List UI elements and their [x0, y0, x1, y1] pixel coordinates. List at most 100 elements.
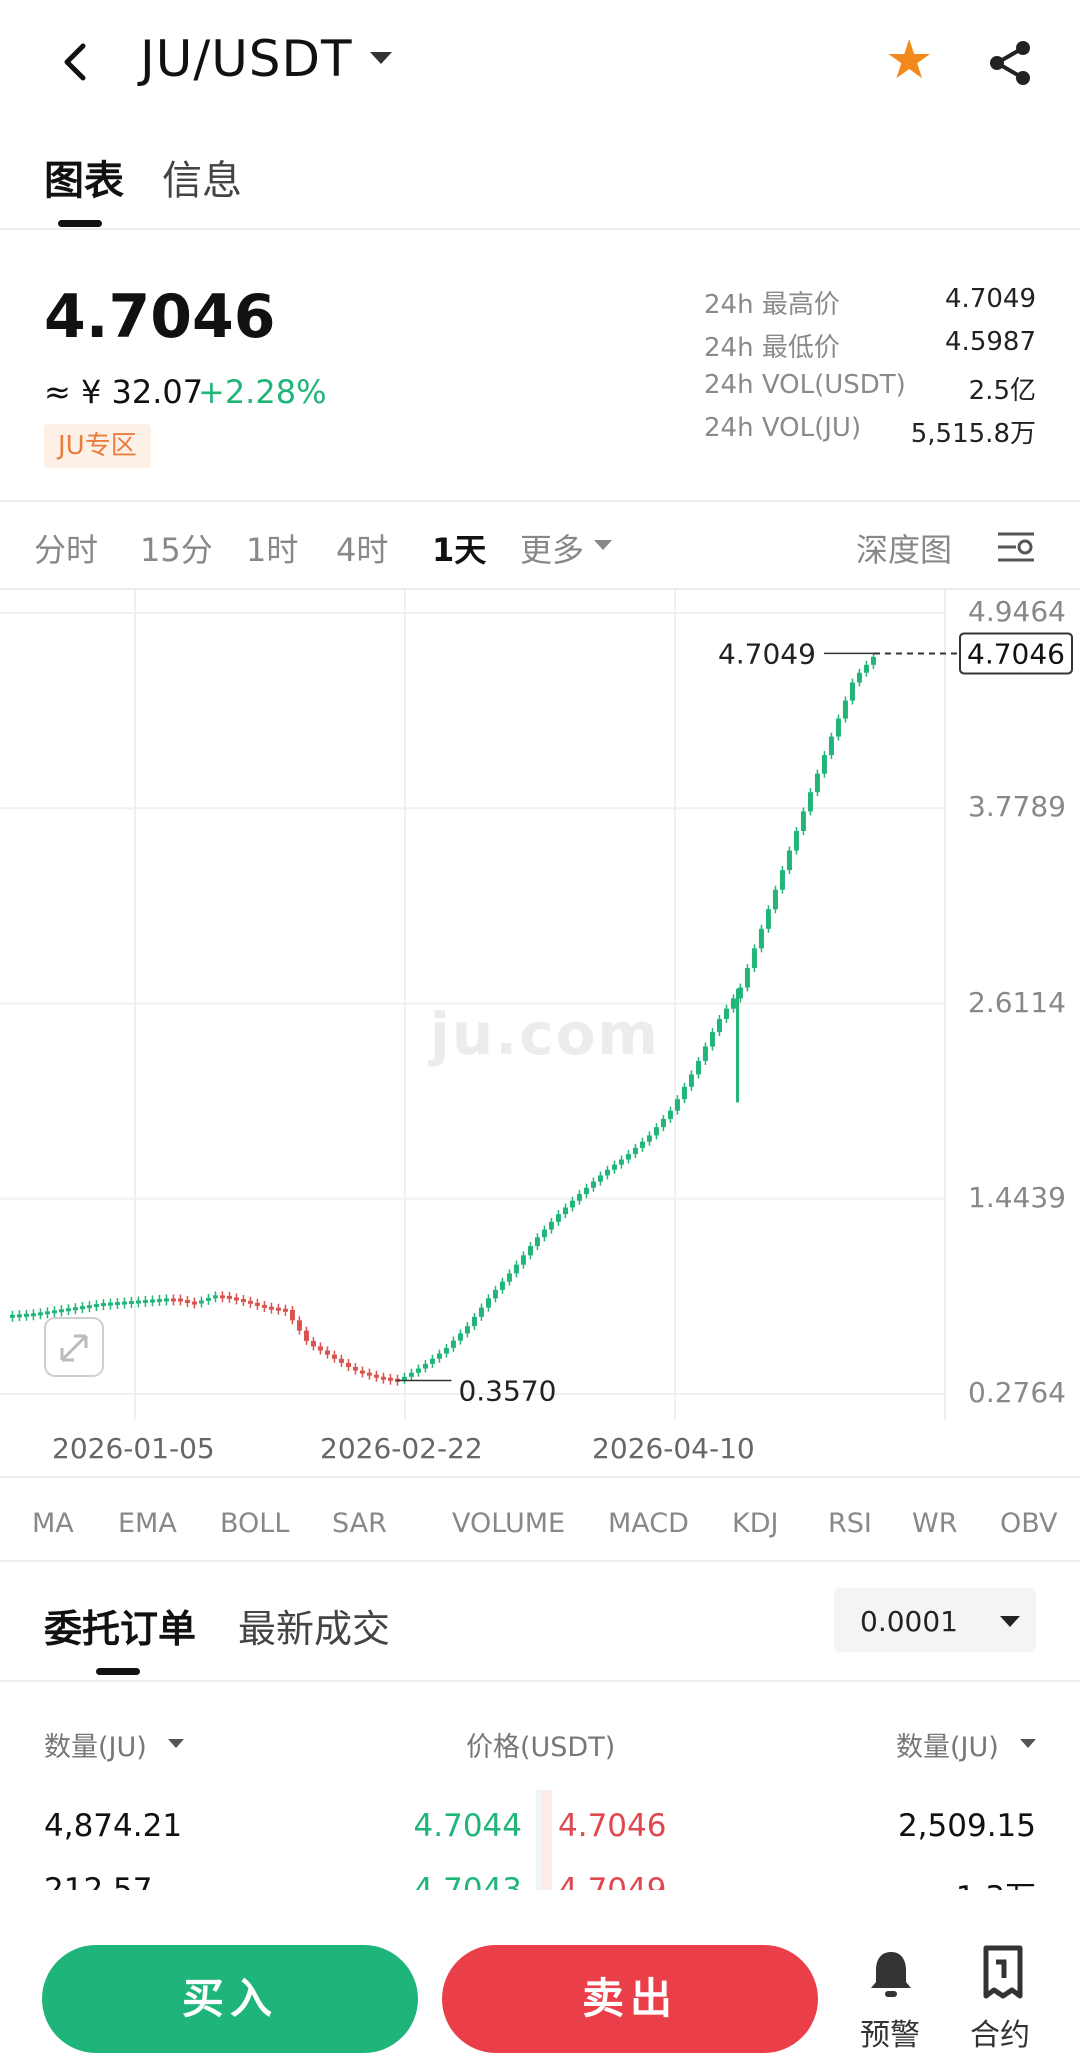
candle	[646, 1135, 652, 1142]
candle	[611, 1164, 617, 1170]
indicator-ma[interactable]: MA	[32, 1508, 74, 1539]
precision-value[interactable]: 0.0001	[860, 1605, 958, 1638]
candle	[408, 1372, 414, 1377]
candle	[464, 1326, 470, 1334]
candle	[352, 1367, 358, 1371]
ask-qty-header[interactable]: 数量(JU)	[896, 1732, 999, 1763]
candle	[674, 1099, 680, 1111]
indicator-kdj[interactable]: KDJ	[732, 1508, 779, 1539]
zone-tag[interactable]: JU专区	[44, 424, 151, 468]
candle	[765, 909, 771, 929]
bid-qty-header[interactable]: 数量(JU)	[44, 1732, 147, 1763]
indicator-rsi[interactable]: RSI	[828, 1508, 872, 1539]
sell-button[interactable]: 卖出	[442, 1945, 818, 2053]
candle	[681, 1086, 687, 1100]
chart-grid	[0, 590, 946, 1420]
candle	[702, 1046, 708, 1061]
candle	[625, 1154, 631, 1160]
candle	[114, 1302, 120, 1306]
cny-price: ≈ ¥ 32.07	[44, 373, 204, 411]
y-tick-label: 3.7789	[968, 790, 1066, 824]
indicator-ema[interactable]: EMA	[118, 1508, 177, 1539]
candle	[9, 1314, 15, 1318]
candle	[695, 1060, 701, 1075]
candle	[23, 1313, 29, 1317]
more-caret-icon[interactable]	[594, 540, 612, 550]
favorite-star-icon[interactable]: ★	[885, 28, 934, 91]
indicator-sar[interactable]: SAR	[332, 1508, 387, 1539]
candle	[562, 1207, 568, 1215]
indicator-boll[interactable]: BOLL	[220, 1508, 290, 1539]
candle	[219, 1295, 225, 1299]
back-arrow-icon[interactable]	[55, 40, 99, 84]
candlestick-chart[interactable]: 4.7049 4.7046 0.3570	[0, 590, 1080, 1430]
candle	[338, 1358, 344, 1363]
indicator-obv[interactable]: OBV	[1000, 1508, 1058, 1539]
ask-quantity[interactable]: 2,509.15	[897, 1808, 1036, 1844]
bid-price[interactable]: 4.7044	[413, 1808, 522, 1844]
interval-4h[interactable]: 4时	[336, 531, 389, 569]
tab-chart[interactable]: 图表	[44, 158, 124, 204]
contract-icon[interactable]	[978, 1944, 1028, 2000]
candle	[723, 1008, 729, 1019]
indicator-wr[interactable]: WR	[912, 1508, 958, 1539]
candle	[786, 850, 792, 871]
candle	[751, 948, 757, 968]
ask-price[interactable]: 4.7046	[558, 1808, 667, 1844]
bid-quantity[interactable]: 4,874.21	[44, 1808, 183, 1844]
tab-latest-trades[interactable]: 最新成交	[238, 1607, 391, 1651]
stat-label: 24h VOL(USDT)	[704, 370, 906, 400]
bell-icon[interactable]	[866, 1948, 916, 2000]
candle	[639, 1141, 645, 1148]
indicator-volume[interactable]: VOLUME	[452, 1508, 566, 1539]
chevron-down-icon[interactable]	[1000, 1616, 1020, 1627]
contract-label[interactable]: 合约	[970, 2018, 1030, 2053]
interval-1h[interactable]: 1时	[246, 531, 299, 569]
interval-timeline[interactable]: 分时	[34, 531, 99, 569]
candle	[51, 1310, 57, 1314]
candle	[387, 1377, 393, 1381]
caret-down-icon[interactable]	[1020, 1739, 1036, 1748]
alert-label[interactable]: 预警	[860, 2018, 920, 2053]
depth-chart-button[interactable]: 深度图	[856, 531, 953, 569]
candle	[30, 1313, 36, 1317]
candle	[744, 967, 750, 988]
candle	[177, 1298, 183, 1302]
interval-1d[interactable]: 1天	[432, 531, 487, 569]
share-icon[interactable]	[985, 38, 1035, 88]
trading-pair-title[interactable]: JU/USDT	[140, 30, 353, 88]
stat-label: 24h 最高价	[704, 290, 840, 320]
divider	[0, 500, 1080, 502]
expand-arrows-icon	[60, 1334, 88, 1362]
caret-down-icon[interactable]	[168, 1739, 184, 1748]
candle	[541, 1229, 547, 1238]
low-price-label: 0.3570	[458, 1375, 556, 1408]
interval-15m[interactable]: 15分	[140, 531, 213, 569]
candle	[254, 1302, 260, 1306]
x-tick-label: 2026-02-22	[320, 1432, 483, 1465]
tab-order-book[interactable]: 委托订单	[44, 1607, 197, 1651]
tab-active-indicator	[58, 220, 102, 227]
pair-dropdown-caret-icon[interactable]	[370, 52, 392, 64]
tab-info[interactable]: 信息	[162, 158, 242, 204]
candle	[415, 1368, 421, 1373]
candle	[373, 1374, 379, 1378]
candle	[772, 889, 778, 910]
candle	[471, 1316, 477, 1327]
candle	[870, 656, 876, 665]
candle	[499, 1281, 505, 1290]
chart-settings-icon[interactable]	[996, 530, 1036, 564]
last-price: 4.7046	[44, 282, 276, 352]
candle	[303, 1330, 309, 1341]
indicator-macd[interactable]: MACD	[608, 1508, 689, 1539]
buy-button[interactable]: 买入	[42, 1945, 418, 2053]
candle	[821, 755, 827, 774]
candle	[128, 1301, 134, 1305]
candle	[730, 998, 736, 1009]
candle	[842, 700, 848, 719]
candle	[667, 1110, 673, 1119]
stat-value: 4.5987	[945, 327, 1036, 357]
interval-more[interactable]: 更多	[520, 531, 585, 569]
candle	[380, 1376, 386, 1380]
y-tick-label: 2.6114	[968, 985, 1066, 1019]
